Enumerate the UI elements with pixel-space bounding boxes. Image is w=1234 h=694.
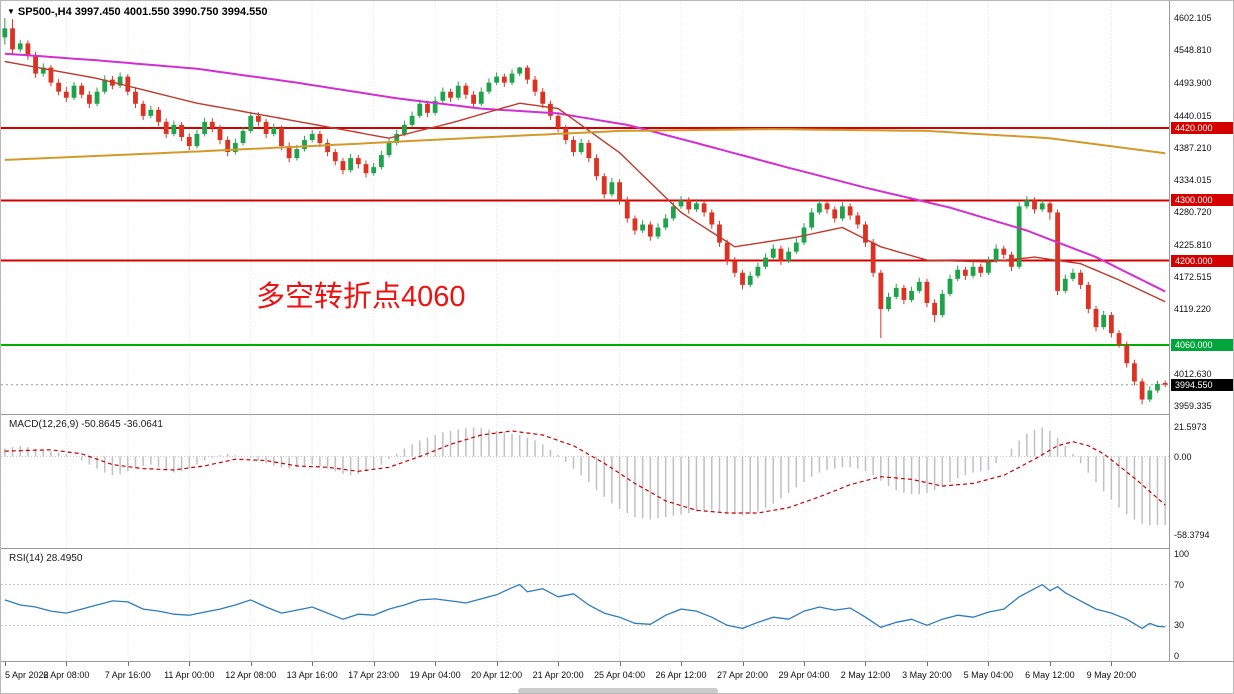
time-axis-tick bbox=[743, 662, 744, 666]
price-axis-label: 4548.810 bbox=[1174, 45, 1212, 56]
time-axis-label: 7 Apr 16:00 bbox=[104, 670, 151, 680]
macd-axis-label: 0.00 bbox=[1174, 451, 1192, 462]
time-axis-label: 5 May 04:00 bbox=[963, 670, 1014, 680]
macd-panel[interactable]: MACD(12,26,9) -50.8645 -36.0641 bbox=[1, 415, 1169, 548]
rsi-axis-label: 70 bbox=[1174, 579, 1185, 590]
price-axis-label: 4119.220 bbox=[1174, 304, 1211, 315]
macd-axis-label: -58.3794 bbox=[1174, 530, 1210, 541]
ma-fast-red bbox=[4, 60, 1166, 303]
time-axis-tick bbox=[988, 662, 989, 666]
price-axis-label: 4334.015 bbox=[1174, 174, 1212, 185]
price-line-badge: 4060.000 bbox=[1171, 339, 1233, 352]
time-axis-tick bbox=[927, 662, 928, 666]
price-axis-label: 4440.015 bbox=[1174, 110, 1212, 121]
rsi-panel[interactable]: RSI(14) 28.4950 bbox=[1, 549, 1169, 661]
panel-separator[interactable] bbox=[1, 548, 1233, 549]
time-axis-tick bbox=[681, 662, 682, 666]
time-axis-tick bbox=[374, 662, 375, 666]
rsi-axis-label: 100 bbox=[1174, 549, 1190, 560]
price-line-badge: 4200.000 bbox=[1171, 254, 1233, 267]
rsi-levels-layer bbox=[1, 584, 1169, 626]
macd-canvas bbox=[1, 415, 1169, 548]
price-axis-label: 4602.105 bbox=[1174, 13, 1212, 23]
time-axis-label: 12 Apr 08:00 bbox=[225, 670, 277, 680]
time-axis-label: 29 Apr 04:00 bbox=[778, 670, 830, 680]
grid-layer bbox=[4, 549, 1112, 661]
time-axis-tick bbox=[251, 662, 252, 666]
symbol-ohlc-text: SP500-,H4 3997.450 4001.550 3990.750 399… bbox=[17, 6, 268, 18]
horizontal-scrollbar-thumb[interactable] bbox=[518, 688, 718, 693]
time-axis-tick bbox=[189, 662, 190, 666]
time-axis-tick bbox=[865, 662, 866, 666]
price-line-badge: 3994.550 bbox=[1171, 378, 1233, 391]
time-axis-label: 19 Apr 04:00 bbox=[409, 670, 461, 680]
symbol-title: ▼ SP500-,H4 3997.450 4001.550 3990.750 39… bbox=[7, 6, 267, 18]
rsi-axis-label: 30 bbox=[1174, 620, 1185, 631]
time-axis-tick bbox=[66, 662, 67, 666]
chart-annotation: 多空转折点4060 bbox=[256, 281, 466, 313]
price-axis-label: 4225.810 bbox=[1174, 240, 1212, 251]
macd-signal-line bbox=[4, 430, 1166, 514]
time-axis-tick bbox=[1111, 662, 1112, 666]
time-axis-label: 25 Apr 04:00 bbox=[594, 670, 646, 680]
time-axis-label: 5 Apr 2022 bbox=[5, 670, 49, 680]
time-axis-label: 13 Apr 16:00 bbox=[286, 670, 338, 680]
time-axis-tick bbox=[620, 662, 621, 666]
price-axis-label: 4387.210 bbox=[1174, 142, 1212, 153]
macd-histogram-layer bbox=[4, 427, 1166, 526]
time-axis-tick bbox=[558, 662, 559, 666]
time-axis-tick bbox=[312, 662, 313, 666]
time-axis-label: 2 May 12:00 bbox=[840, 670, 891, 680]
symbol-dropdown-icon[interactable]: ▼ bbox=[7, 7, 15, 16]
time-axis-tick bbox=[435, 662, 436, 666]
price-axis-label: 4172.515 bbox=[1174, 272, 1212, 283]
price-axis[interactable]: 4602.105 4548.810 4493.900 4440.015 4387.210… bbox=[1169, 1, 1233, 661]
panel-separator bbox=[1, 661, 1233, 662]
macd-axis-label: 21.5973 bbox=[1174, 422, 1207, 433]
price-line-badge: 4420.000 bbox=[1171, 121, 1233, 134]
rsi-label: RSI(14) 28.4950 bbox=[9, 553, 83, 564]
time-axis-label: 9 May 20:00 bbox=[1086, 670, 1137, 680]
price-chart-panel[interactable]: ▼ SP500-,H4 3997.450 4001.550 3990.750 39… bbox=[1, 1, 1169, 414]
time-axis-label: 11 Apr 00:00 bbox=[164, 670, 215, 680]
price-chart-canvas bbox=[1, 1, 1169, 414]
grid-layer bbox=[4, 415, 1112, 548]
price-axis-label: 4012.630 bbox=[1174, 368, 1212, 379]
price-axis-label: 3959.335 bbox=[1174, 400, 1212, 411]
time-axis-label: 6 May 12:00 bbox=[1025, 670, 1075, 680]
price-line-badge: 4300.000 bbox=[1171, 194, 1233, 207]
time-axis-label: 6 Apr 08:00 bbox=[43, 670, 90, 680]
time-axis-label: 20 Apr 12:00 bbox=[471, 670, 523, 680]
time-axis-tick bbox=[128, 662, 129, 666]
rsi-canvas bbox=[1, 549, 1169, 661]
time-axis-label: 26 Apr 12:00 bbox=[655, 670, 707, 680]
time-axis-label: 21 Apr 20:00 bbox=[532, 670, 584, 680]
time-axis-label: 3 May 20:00 bbox=[902, 670, 952, 680]
panel-separator[interactable] bbox=[1, 414, 1233, 415]
rsi-line bbox=[4, 583, 1166, 630]
ma-slow-magenta bbox=[4, 52, 1166, 293]
time-axis-label: 17 Apr 23:00 bbox=[348, 670, 400, 680]
candles-layer bbox=[2, 18, 1168, 405]
time-axis-tick bbox=[497, 662, 498, 666]
macd-label: MACD(12,26,9) -50.8645 -36.0641 bbox=[9, 419, 163, 430]
price-axis-label: 4493.900 bbox=[1174, 78, 1212, 89]
time-axis-label: 27 Apr 20:00 bbox=[716, 670, 769, 680]
time-axis-tick bbox=[1050, 662, 1051, 666]
time-axis[interactable]: 5 Apr 2022 6 Apr 08:00 7 Apr 16:00 11 Apr 0… bbox=[1, 662, 1233, 693]
time-axis-tick bbox=[804, 662, 805, 666]
rsi-axis-label: 0 bbox=[1174, 650, 1180, 661]
ma-long-orange bbox=[4, 128, 1166, 161]
time-axis-tick bbox=[5, 662, 6, 666]
price-axis-label: 4280.720 bbox=[1174, 206, 1212, 217]
